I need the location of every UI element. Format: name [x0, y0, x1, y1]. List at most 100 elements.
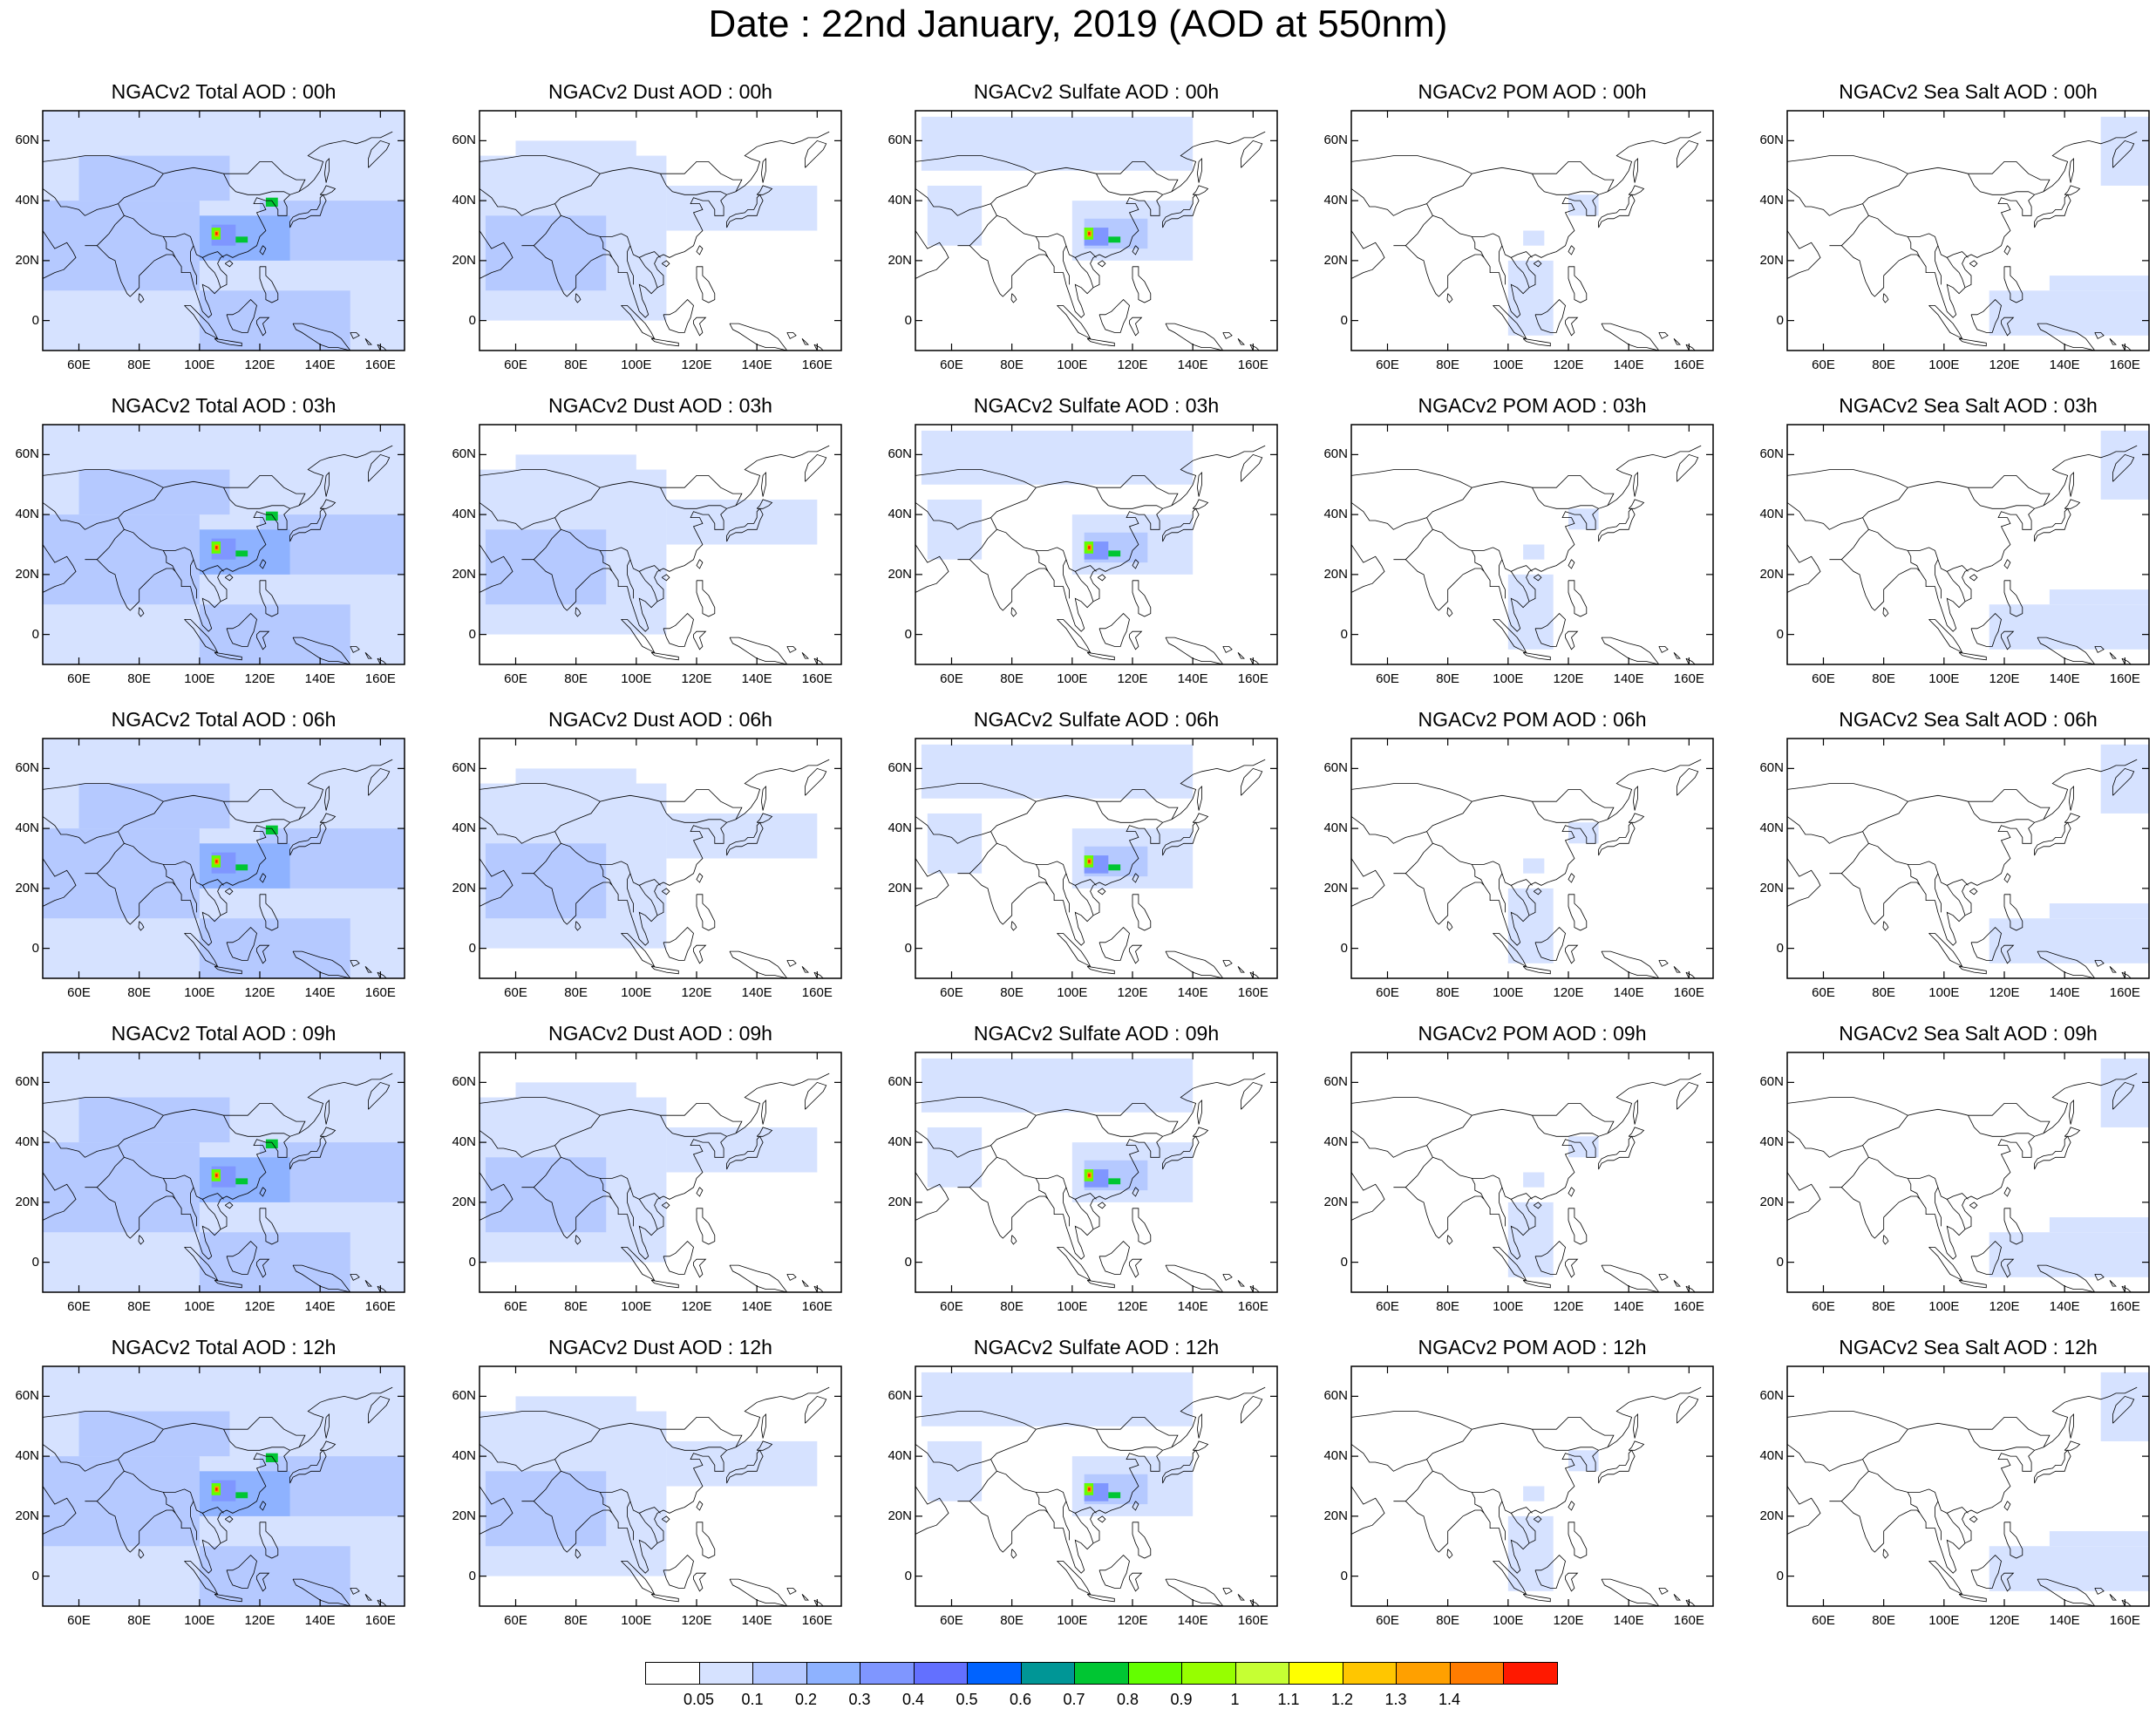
panel-title: NGACv2 Sulfate AOD : 12h	[973, 1336, 1220, 1358]
colorbar-swatch	[1342, 1662, 1397, 1685]
lon-tick-label: 140E	[2049, 1299, 2080, 1314]
lon-tick-label: 120E	[1117, 985, 1148, 1000]
coastline-layer	[915, 131, 1266, 351]
lat-tick-label: 60N	[1323, 446, 1348, 462]
lat-tick-label: 60N	[888, 1388, 912, 1404]
lon-tick-label: 120E	[1989, 985, 2020, 1000]
lon-tick-label: 100E	[1928, 357, 1960, 372]
lon-tick-label: 60E	[940, 357, 963, 372]
panel-title: NGACv2 Dust AOD : 06h	[548, 708, 772, 731]
lon-tick-label: 60E	[940, 1613, 963, 1628]
coastline-layer	[1351, 1072, 1702, 1292]
aod-map	[42, 1365, 405, 1607]
lat-tick-label: 0	[1340, 940, 1348, 956]
lon-tick-label: 120E	[1553, 1613, 1584, 1628]
panel-title: NGACv2 POM AOD : 09h	[1418, 1022, 1647, 1045]
lon-tick-label: 120E	[1989, 671, 2020, 686]
lat-tick-label: 20N	[888, 566, 912, 582]
lat-tick-label: 40N	[15, 507, 39, 522]
aod-fill-layer	[1507, 1136, 1599, 1277]
coastline-layer	[479, 445, 830, 664]
coastline-layer	[1351, 1386, 1702, 1606]
coastline-layer	[1351, 445, 1702, 664]
lon-tick-label: 60E	[504, 1613, 527, 1628]
lon-tick-label: 140E	[1613, 1299, 1644, 1314]
coastline-layer	[915, 1072, 1266, 1292]
lat-tick-label: 60N	[1323, 760, 1348, 776]
lon-tick-label: 100E	[184, 1613, 215, 1628]
lat-tick-label: 0	[1776, 1568, 1784, 1583]
aod-map	[915, 1365, 1278, 1607]
lat-tick-label: 20N	[452, 1508, 476, 1523]
aod-fill-layer	[1507, 822, 1599, 963]
aod-fill-layer	[1989, 430, 2149, 650]
lon-tick-label: 100E	[184, 671, 215, 686]
lon-tick-label: 60E	[1376, 671, 1399, 686]
lon-tick-label: 60E	[67, 1299, 91, 1314]
lon-tick-label: 140E	[2049, 357, 2080, 372]
lon-tick-label: 140E	[1177, 671, 1208, 686]
colorbar-swatch	[1181, 1662, 1236, 1685]
lat-tick-label: 20N	[15, 252, 39, 268]
lon-tick-label: 160E	[2109, 357, 2140, 372]
lon-tick-label: 120E	[244, 1613, 275, 1628]
lat-tick-label: 40N	[1759, 507, 1784, 522]
lat-tick-label: 20N	[452, 1194, 476, 1209]
lon-tick-label: 80E	[564, 357, 588, 372]
aod-map	[1350, 110, 1714, 351]
lon-tick-label: 100E	[1928, 1299, 1960, 1314]
panel-title: NGACv2 Dust AOD : 03h	[548, 394, 772, 417]
lon-tick-label: 60E	[67, 357, 91, 372]
coastline-layer	[479, 131, 830, 351]
lat-tick-label: 20N	[15, 566, 39, 582]
lon-tick-label: 140E	[2049, 671, 2080, 686]
lat-tick-label: 60N	[1323, 1074, 1348, 1090]
lon-tick-label: 60E	[1376, 985, 1399, 1000]
lat-tick-label: 40N	[888, 193, 912, 208]
aod-fill-layer	[1989, 744, 2149, 963]
lon-tick-label: 60E	[504, 985, 527, 1000]
aod-fill-layer	[921, 1058, 1194, 1202]
lon-tick-label: 120E	[1553, 1299, 1584, 1314]
colorbar-label: 1	[1230, 1691, 1240, 1708]
colorbar-label: 0.3	[848, 1691, 871, 1708]
lon-tick-label: 140E	[304, 1613, 336, 1628]
lon-tick-label: 140E	[1177, 985, 1208, 1000]
aod-fill-layer	[43, 739, 405, 978]
panel-title: NGACv2 Total AOD : 06h	[111, 708, 337, 731]
lon-tick-label: 140E	[304, 671, 336, 686]
lon-tick-label: 80E	[564, 1613, 588, 1628]
lon-tick-label: 140E	[304, 985, 336, 1000]
lon-tick-label: 160E	[1237, 1613, 1268, 1628]
colorbar-swatch	[1503, 1662, 1558, 1685]
coastline-layer	[915, 759, 1266, 978]
lat-tick-label: 40N	[1323, 820, 1348, 836]
lat-tick-label: 20N	[888, 1508, 912, 1523]
lon-tick-label: 120E	[244, 671, 275, 686]
lon-tick-label: 160E	[1237, 1299, 1268, 1314]
lat-tick-label: 20N	[1759, 1194, 1784, 1209]
lon-tick-label: 160E	[1237, 671, 1268, 686]
lon-tick-label: 60E	[504, 357, 527, 372]
aod-fill-layer	[43, 425, 405, 664]
lat-tick-label: 20N	[1323, 1194, 1348, 1209]
lat-tick-label: 40N	[1759, 1448, 1784, 1464]
lon-tick-label: 140E	[741, 1299, 772, 1314]
aod-fill-layer	[43, 111, 405, 351]
lat-tick-label: 40N	[888, 507, 912, 522]
lon-tick-label: 100E	[1057, 671, 1088, 686]
lon-tick-label: 120E	[681, 671, 712, 686]
aod-map	[479, 424, 842, 665]
coastline-layer	[1787, 759, 2138, 978]
panel-title: NGACv2 Sea Salt AOD : 00h	[1839, 80, 2098, 103]
aod-fill-layer	[479, 454, 818, 635]
aod-fill-layer	[1507, 1450, 1599, 1591]
lat-tick-label: 40N	[888, 820, 912, 836]
lon-tick-label: 120E	[1117, 1613, 1148, 1628]
lat-tick-label: 60N	[452, 1388, 476, 1404]
lat-tick-label: 20N	[15, 1508, 39, 1523]
lat-tick-label: 20N	[1323, 252, 1348, 268]
aod-map	[915, 738, 1278, 979]
lon-tick-label: 100E	[1493, 1613, 1524, 1628]
